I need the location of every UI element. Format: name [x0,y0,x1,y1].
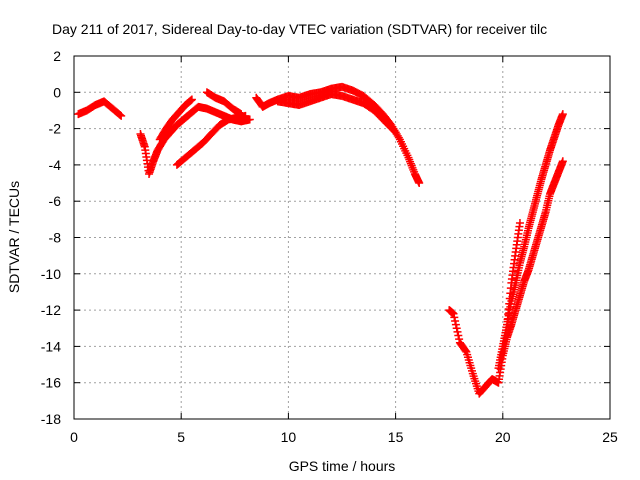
y-tick-label: -10 [41,266,61,282]
y-tick-label: -18 [41,411,61,427]
data-point-marker [117,111,126,120]
data-point-marker [558,110,567,119]
x-tick-label: 5 [177,429,185,445]
y-tick-layer: -18 -16 -14 -12 -10 -8 -6 -4 -2 0 2 [41,48,610,427]
plot-frame [73,55,611,420]
data-point-marker [394,133,403,142]
data-point-marker [453,327,462,336]
data-point-marker [451,320,460,329]
data-point-marker [461,346,470,355]
x-tick-label: 10 [281,429,297,445]
y-tick-label: -4 [49,157,62,173]
x-tick-label: 25 [602,429,618,445]
y-tick-label: -14 [41,338,61,354]
data-point-marker [449,309,458,318]
data-point-marker [451,316,460,325]
data-point-marker [558,157,567,166]
data-point-marker [241,111,250,120]
x-tick-label: 0 [70,429,78,445]
data-point-marker [515,218,524,227]
data-point-marker [390,126,399,135]
x-tick-label: 15 [388,429,404,445]
data-point-marker [116,110,125,119]
y-tick-label: 0 [53,84,61,100]
series-track-7 [273,90,400,137]
y-axis-label: SDTVAR / TECUs [6,181,22,293]
series-track-8 [445,157,567,398]
data-point-marker [454,331,463,340]
data-layer [74,82,567,398]
series-track-4 [172,111,250,169]
data-point-marker [237,110,246,119]
data-point-marker [450,313,459,322]
x-axis-label: GPS time / hours [289,458,396,474]
series-track-10 [503,218,524,329]
series-track-3 [155,95,196,144]
data-point-marker [245,115,254,124]
series-track-9 [494,110,567,373]
y-tick-label: -8 [49,230,62,246]
data-point-marker [391,128,400,137]
y-tick-label: -12 [41,302,61,318]
series-track-1 [74,97,126,120]
y-tick-label: -6 [49,193,62,209]
y-tick-label: 2 [53,48,61,64]
y-tick-label: -2 [49,121,62,137]
chart-title: Day 211 of 2017, Sidereal Day-to-day VTE… [52,21,547,37]
data-point-marker [415,179,424,188]
data-point-marker [187,95,196,104]
data-point-marker [452,324,461,333]
series-track-5 [202,88,246,119]
data-point-marker [455,335,464,344]
y-tick-label: -16 [41,375,61,391]
x-tick-label: 20 [495,429,511,445]
